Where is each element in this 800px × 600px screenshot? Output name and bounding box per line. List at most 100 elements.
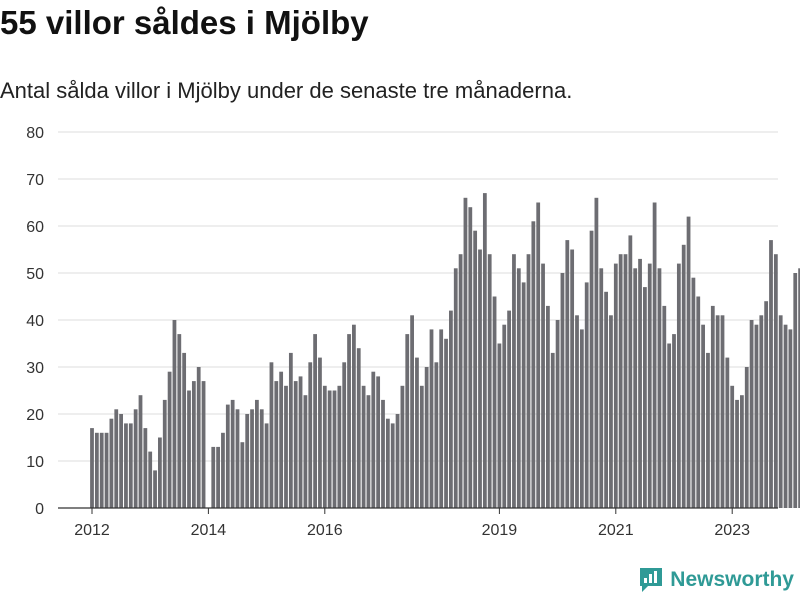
bar (352, 324, 356, 508)
bar (371, 371, 376, 508)
bar (376, 376, 381, 508)
bar (681, 244, 686, 509)
bar (366, 395, 371, 508)
bar (778, 315, 783, 508)
bar (773, 254, 778, 508)
bar (730, 385, 735, 508)
bar (225, 404, 230, 508)
newsworthy-logo-icon (640, 568, 663, 592)
bar (507, 310, 511, 508)
bar (720, 315, 725, 508)
bar (589, 230, 594, 508)
bar (128, 423, 133, 508)
bar (691, 277, 696, 508)
bar (463, 197, 468, 509)
bar (458, 254, 463, 508)
bar (740, 395, 744, 508)
bar (618, 254, 623, 508)
bar (696, 296, 701, 508)
x-tick-label: 2019 (482, 522, 518, 539)
bar (167, 371, 172, 508)
bar (579, 329, 584, 508)
bar (259, 409, 264, 508)
bar (444, 338, 448, 508)
chart-title: 55 villor såldes i Mjölby (0, 4, 369, 41)
bar (255, 399, 259, 508)
bar (449, 310, 453, 508)
x-tick-label: 2023 (714, 522, 750, 539)
bar (623, 254, 628, 508)
bar (211, 446, 216, 508)
bar (546, 305, 550, 508)
bar (337, 385, 342, 508)
bar (264, 423, 269, 508)
bar (201, 381, 206, 508)
y-tick-label: 40 (26, 313, 44, 330)
bar (274, 381, 279, 508)
bar (158, 437, 162, 508)
bar (390, 423, 395, 508)
bar (230, 399, 235, 508)
bar (647, 263, 652, 508)
y-tick-label: 50 (26, 266, 44, 283)
bar (521, 282, 526, 508)
x-tick-label: 2016 (307, 522, 343, 539)
bar (288, 352, 293, 508)
bar (754, 324, 759, 508)
bar (385, 418, 390, 508)
bar (104, 432, 109, 508)
bar (162, 399, 167, 508)
bar (308, 362, 313, 508)
bar (405, 334, 410, 508)
bar (478, 249, 482, 508)
bar (245, 414, 250, 508)
bar (604, 291, 608, 508)
bar (153, 470, 157, 508)
bar (143, 428, 148, 508)
bar (594, 197, 599, 509)
bar (526, 254, 531, 508)
bar-chart: 0102030405060708055201220142016201920212… (26, 125, 800, 539)
bar (628, 235, 633, 508)
bar (662, 305, 667, 508)
chart-subtitle: Antal sålda villor i Mjölby under de sen… (0, 78, 573, 103)
bar (638, 258, 642, 508)
bars (90, 193, 800, 509)
bar (541, 263, 545, 508)
bar (793, 273, 798, 508)
y-tick-label: 80 (26, 125, 44, 142)
bar (468, 207, 473, 508)
bar (643, 287, 647, 508)
bar (347, 334, 351, 508)
bar (94, 432, 99, 508)
bar (429, 329, 434, 508)
bar (492, 296, 497, 508)
x-tick-label: 2012 (74, 522, 110, 539)
bar (279, 371, 284, 508)
bar (172, 320, 177, 508)
bar (798, 268, 800, 508)
bar (759, 315, 764, 508)
bar (633, 268, 638, 508)
bar (575, 315, 579, 508)
bar (298, 376, 303, 508)
bar (133, 409, 138, 508)
axes (58, 507, 778, 514)
bar (424, 367, 429, 508)
bar (667, 343, 672, 508)
bar (119, 414, 123, 508)
bar (114, 409, 119, 508)
bar (138, 395, 143, 508)
bar (196, 367, 201, 508)
bar (90, 428, 94, 508)
bar (710, 305, 715, 508)
bar (769, 240, 773, 508)
bar (99, 432, 104, 508)
bar (221, 432, 225, 508)
bar (191, 381, 196, 508)
bar (701, 324, 705, 508)
bar (516, 268, 521, 508)
bar (109, 418, 114, 508)
bar (657, 268, 662, 508)
bar (487, 254, 492, 508)
